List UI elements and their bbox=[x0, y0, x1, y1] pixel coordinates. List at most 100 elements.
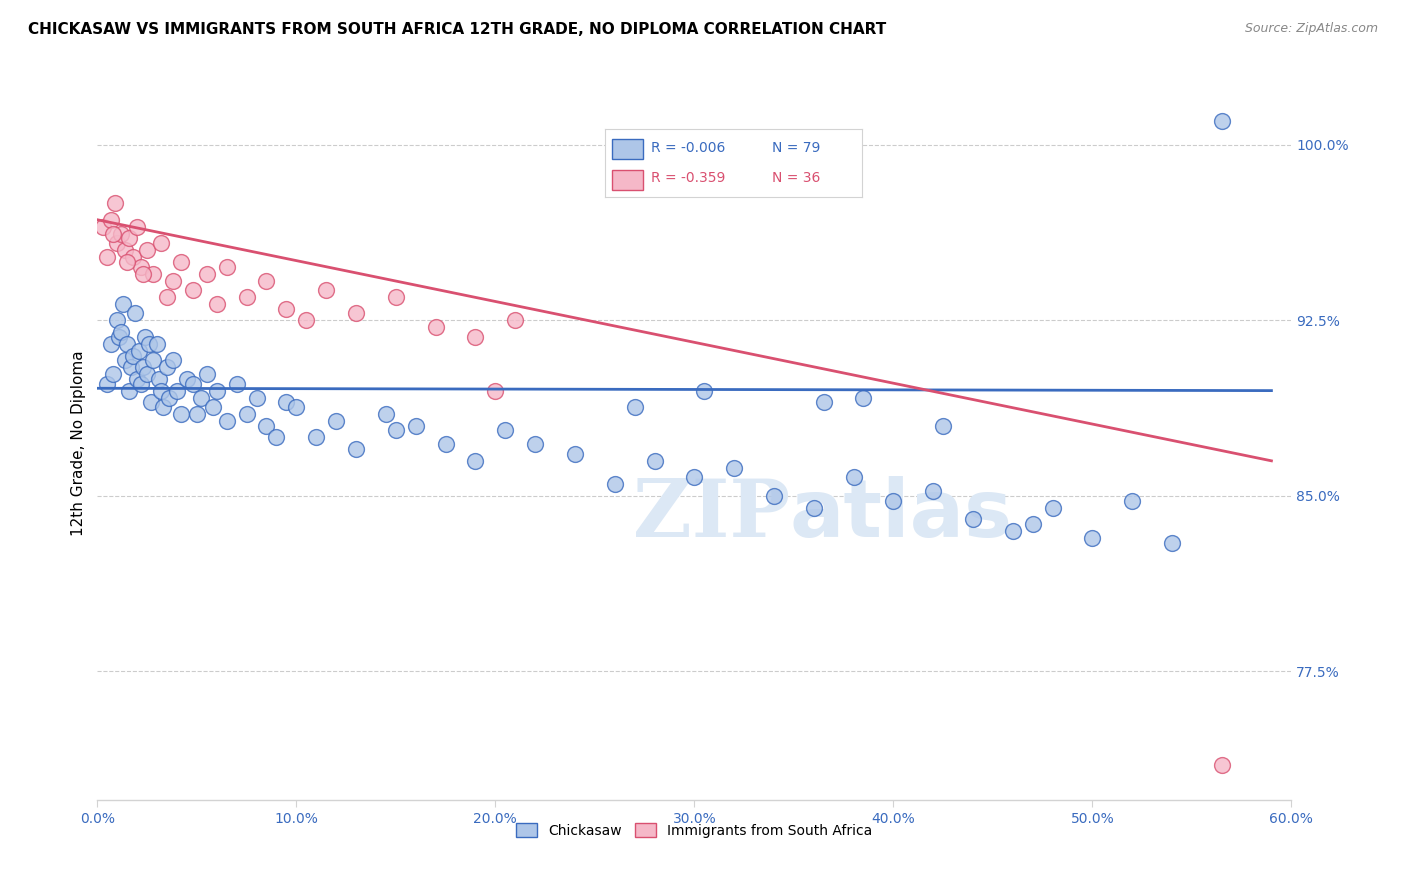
Point bbox=[564, 447, 586, 461]
Point bbox=[503, 313, 526, 327]
Point bbox=[256, 418, 278, 433]
Point bbox=[803, 500, 825, 515]
Point bbox=[215, 414, 238, 428]
Point bbox=[325, 414, 347, 428]
Point bbox=[156, 290, 179, 304]
Point bbox=[932, 418, 955, 433]
Point bbox=[683, 470, 706, 484]
Point bbox=[1081, 531, 1104, 545]
Point bbox=[118, 384, 141, 398]
Point bbox=[1161, 535, 1184, 549]
Point bbox=[484, 384, 506, 398]
Point bbox=[138, 336, 160, 351]
Point bbox=[644, 454, 666, 468]
Point bbox=[205, 384, 228, 398]
Text: atlas: atlas bbox=[790, 475, 1012, 554]
Point bbox=[96, 250, 118, 264]
Point bbox=[115, 255, 138, 269]
Point bbox=[122, 250, 145, 264]
Point bbox=[205, 297, 228, 311]
Point bbox=[127, 219, 149, 234]
Point bbox=[374, 407, 396, 421]
Point bbox=[170, 255, 193, 269]
Point bbox=[104, 196, 127, 211]
Point bbox=[962, 512, 984, 526]
Point bbox=[344, 442, 367, 457]
Point bbox=[96, 376, 118, 391]
Point bbox=[285, 400, 308, 414]
Point bbox=[276, 395, 298, 409]
Point bbox=[142, 353, 165, 368]
Point bbox=[256, 274, 278, 288]
Point bbox=[105, 236, 128, 251]
Point bbox=[385, 290, 408, 304]
Point bbox=[110, 325, 132, 339]
Text: CHICKASAW VS IMMIGRANTS FROM SOUTH AFRICA 12TH GRADE, NO DIPLOMA CORRELATION CHA: CHICKASAW VS IMMIGRANTS FROM SOUTH AFRIC… bbox=[28, 22, 886, 37]
Point bbox=[1021, 516, 1043, 531]
Point bbox=[136, 368, 159, 382]
Point bbox=[852, 391, 875, 405]
Point bbox=[100, 336, 122, 351]
Point bbox=[157, 391, 180, 405]
Point bbox=[146, 336, 169, 351]
Point bbox=[129, 260, 152, 274]
Point bbox=[166, 384, 188, 398]
Point bbox=[623, 400, 645, 414]
Point bbox=[195, 368, 218, 382]
Point bbox=[405, 418, 427, 433]
Point bbox=[723, 460, 745, 475]
Point bbox=[266, 430, 288, 444]
Point bbox=[124, 306, 146, 320]
Point bbox=[494, 424, 516, 438]
Point bbox=[103, 227, 125, 241]
Point bbox=[134, 330, 156, 344]
Point bbox=[128, 343, 150, 358]
Point bbox=[225, 376, 247, 391]
Point bbox=[276, 301, 298, 316]
Point bbox=[1042, 500, 1064, 515]
Point bbox=[190, 391, 212, 405]
Point bbox=[118, 231, 141, 245]
Point bbox=[603, 477, 626, 491]
Point bbox=[148, 372, 170, 386]
Point bbox=[1211, 114, 1233, 128]
Point bbox=[150, 236, 173, 251]
Point bbox=[882, 493, 904, 508]
Point bbox=[132, 267, 155, 281]
Point bbox=[103, 368, 125, 382]
Point bbox=[1211, 758, 1233, 772]
Point bbox=[181, 376, 204, 391]
Point bbox=[170, 407, 193, 421]
Point bbox=[434, 437, 457, 451]
Point bbox=[464, 330, 486, 344]
Point bbox=[464, 454, 486, 468]
Point bbox=[425, 320, 447, 334]
Point bbox=[132, 360, 155, 375]
Point bbox=[693, 384, 716, 398]
Point bbox=[1001, 524, 1024, 538]
Point bbox=[136, 243, 159, 257]
Point bbox=[344, 306, 367, 320]
Point bbox=[215, 260, 238, 274]
Point bbox=[114, 353, 136, 368]
Point bbox=[112, 297, 135, 311]
Point bbox=[162, 353, 184, 368]
Point bbox=[100, 212, 122, 227]
Point bbox=[110, 227, 132, 241]
Point bbox=[120, 360, 142, 375]
Point bbox=[186, 407, 208, 421]
Point bbox=[195, 267, 218, 281]
Point bbox=[176, 372, 198, 386]
Point bbox=[305, 430, 328, 444]
Point bbox=[156, 360, 179, 375]
Point bbox=[108, 330, 131, 344]
Point bbox=[139, 395, 162, 409]
Point bbox=[115, 336, 138, 351]
Y-axis label: 12th Grade, No Diploma: 12th Grade, No Diploma bbox=[72, 351, 86, 536]
Point bbox=[127, 372, 149, 386]
Point bbox=[142, 267, 165, 281]
Point bbox=[813, 395, 835, 409]
Point bbox=[245, 391, 267, 405]
Point bbox=[150, 384, 173, 398]
Point bbox=[235, 407, 257, 421]
